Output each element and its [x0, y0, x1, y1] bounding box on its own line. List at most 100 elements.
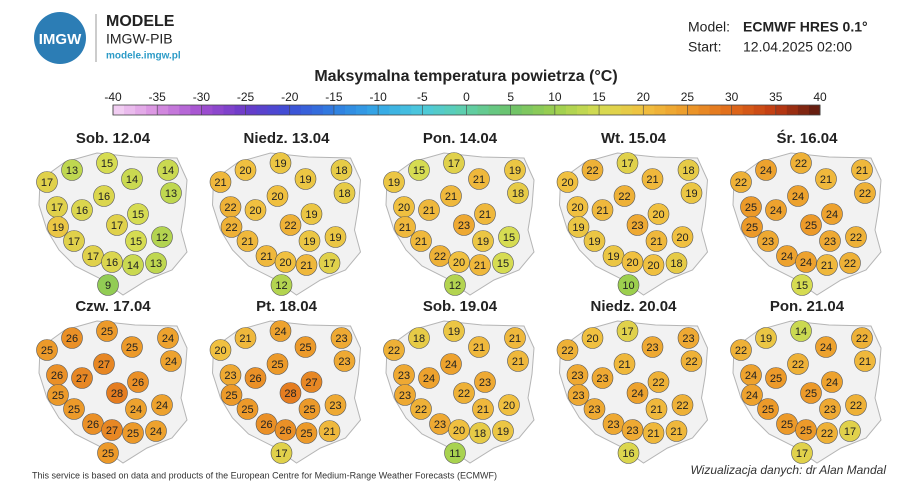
map-title: Niedz. 20.04	[591, 298, 678, 315]
temperature-label: 13	[165, 188, 177, 200]
colorbar-segment	[311, 105, 324, 115]
temperature-marker	[97, 274, 119, 296]
temperature-marker	[474, 371, 496, 393]
temperature-label: 28	[111, 388, 123, 400]
temperature-label: 21	[474, 260, 486, 272]
colorbar-segment	[643, 105, 655, 115]
temperature-label: 17	[111, 220, 123, 232]
temperature-label: 21	[856, 165, 868, 177]
colorbar-segment	[135, 105, 147, 115]
temperature-label: 26	[132, 377, 144, 389]
temperature-marker	[790, 152, 812, 174]
temperature-marker	[106, 214, 128, 236]
temperature-label: 24	[826, 209, 838, 221]
temperature-marker	[410, 398, 432, 420]
temperature-marker	[581, 327, 604, 349]
colorbar-segment	[753, 105, 766, 115]
temperature-label: 21	[399, 222, 411, 234]
temperature-marker	[96, 152, 118, 174]
temperature-label: 22	[735, 345, 747, 357]
temperature-marker	[47, 216, 69, 238]
temperature-label: 17	[448, 158, 460, 170]
temperature-label: 21	[596, 205, 608, 217]
temperature-label: 15	[101, 158, 113, 170]
temperature-label: 19	[52, 222, 64, 234]
temperature-marker	[270, 274, 293, 296]
temperature-marker	[93, 185, 115, 207]
temperature-label: 21	[479, 209, 491, 221]
temperature-label: 17	[41, 177, 53, 189]
temperature-marker	[121, 168, 143, 190]
colorbar-segment	[731, 105, 744, 115]
temperature-marker	[160, 350, 182, 372]
temperature-label: 17	[68, 236, 80, 248]
temperature-label: 15	[497, 258, 509, 270]
temperature-marker	[279, 214, 302, 236]
temperature-label: 19	[477, 236, 489, 248]
temperature-label: 17	[621, 158, 633, 170]
temperature-marker	[468, 168, 490, 190]
temperature-label: 14	[795, 326, 807, 338]
temperature-marker	[755, 159, 777, 181]
temperature-marker	[821, 371, 843, 393]
temperature-marker	[680, 350, 703, 372]
map-title: Pon. 21.04	[770, 298, 845, 315]
temperature-label: 11	[449, 448, 460, 460]
colorbar-segment	[322, 105, 335, 115]
temperature-marker	[755, 327, 777, 349]
colorbar-segment	[676, 105, 688, 115]
temperature-marker	[791, 442, 813, 464]
colorbar-segment	[212, 105, 224, 115]
map-title: Pon. 14.04	[423, 130, 498, 147]
temperature-marker	[383, 171, 405, 193]
temperature-label: 26	[249, 373, 261, 385]
temperature-marker	[765, 367, 787, 389]
temperature-marker	[642, 422, 665, 444]
temperature-label: 21	[646, 174, 658, 186]
temperature-label: 25	[303, 404, 315, 416]
temperature-label: 23	[434, 419, 446, 431]
temperature-marker	[469, 254, 491, 276]
temperature-label: 24	[423, 373, 435, 385]
temperature-label: 23	[682, 333, 694, 345]
colorbar-segment	[168, 105, 180, 115]
map-title: Wt. 15.04	[601, 130, 667, 147]
temperature-marker	[816, 422, 838, 444]
temperature-label: 17	[87, 251, 99, 263]
temperature-marker	[279, 382, 302, 404]
temperature-marker	[854, 350, 876, 372]
colorbar-segment	[146, 105, 158, 115]
temperature-label: 23	[458, 220, 470, 232]
temperature-label: 23	[824, 404, 836, 416]
temperature-label: 20	[676, 232, 688, 244]
colorbar-segment	[521, 105, 534, 115]
temperature-marker	[269, 320, 292, 342]
colorbar-segment	[289, 105, 302, 115]
temperature-marker	[122, 254, 144, 276]
temperature-marker	[839, 420, 861, 442]
temperature-label: 19	[572, 222, 584, 234]
temperature-marker	[269, 152, 292, 174]
temperature-label: 21	[323, 426, 335, 438]
temperature-marker	[127, 371, 149, 393]
temperature-marker	[61, 159, 83, 181]
temperature-marker	[71, 367, 93, 389]
temperature-marker	[106, 382, 128, 404]
temperature-marker	[757, 230, 779, 252]
colorbar-segment	[599, 105, 611, 115]
colorbar-label: 5	[507, 90, 514, 104]
temperature-marker	[583, 230, 606, 252]
temperature-label: 19	[509, 165, 521, 177]
temperature-label: 16	[98, 191, 110, 203]
temperature-marker	[626, 214, 649, 236]
temperature-marker	[492, 252, 514, 274]
temperature-label: 20	[214, 345, 226, 357]
url[interactable]: modele.imgw.pl	[106, 51, 181, 62]
temperature-marker	[209, 339, 232, 361]
start: 12.04.2025 02:00	[743, 39, 852, 55]
colorbar-segment	[665, 105, 677, 115]
temperature-label: 18	[335, 165, 347, 177]
temperature-label: 26	[51, 370, 63, 382]
temperature-marker	[790, 320, 812, 342]
colorbar-segment	[113, 105, 125, 115]
